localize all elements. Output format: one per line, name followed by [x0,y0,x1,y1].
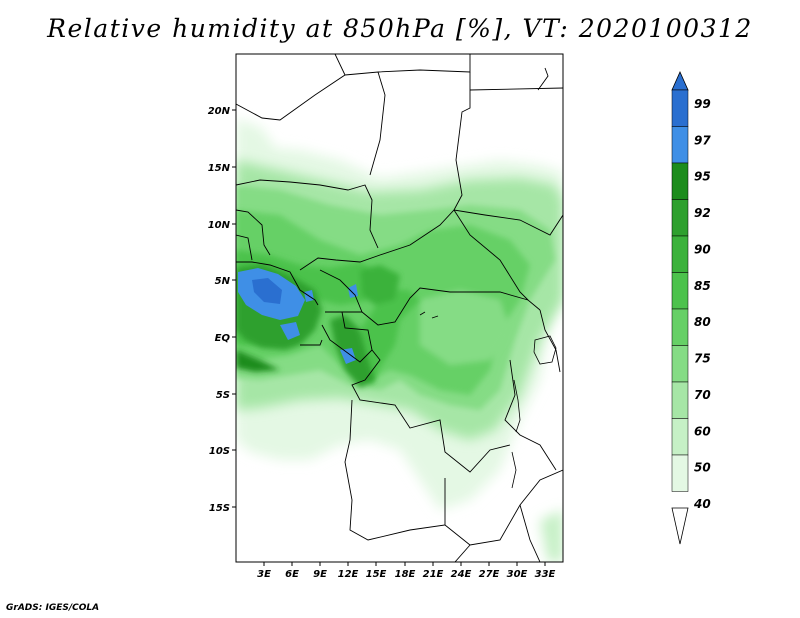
colorbar-label: 99 [694,97,711,111]
colorbar-label: 97 [694,133,711,147]
colorbar-segment [671,418,689,456]
colorbar-segment [671,308,689,346]
colorbar-label: 90 [694,242,711,256]
lat-label: EQ [215,333,231,344]
colorbar-label: 75 [694,352,711,366]
lakes [419,311,557,489]
colorbar-segment [671,162,689,200]
lon-label: 6E [285,569,299,580]
colorbar-segment [671,235,689,273]
lon-label: 18E [395,569,416,580]
colorbar-label: 50 [694,461,711,475]
colorbar-segment [671,381,689,419]
colorbar-segment [671,199,689,237]
lon-label: 27E [479,569,500,580]
colorbar-label: 60 [694,424,711,438]
longitude-axis: 3E 6E 9E 12E 15E 18E 21E 24E 27E 30E 33E [257,562,556,580]
credit-label: GrADS: IGES/COLA [6,603,100,613]
lon-label: 12E [338,569,359,580]
country-borders [236,54,563,562]
colorbar-label: 95 [694,170,711,184]
lon-label: 15E [366,569,387,580]
colorbar-label: 80 [694,315,711,329]
lat-label: 10N [208,220,231,231]
lat-label: 10S [209,446,230,457]
lon-label: 30E [507,569,528,580]
lon-label: 33E [535,569,556,580]
lat-label: 5N [215,276,231,287]
lon-label: 24E [451,569,472,580]
colorbar-label: 92 [694,206,711,220]
colorbar-segment [671,89,689,127]
lon-label: 21E [423,569,444,580]
lon-label: 3E [257,569,271,580]
colorbar-segment [671,126,689,164]
lat-label: 15N [208,163,231,174]
colorbar-label: 85 [694,279,711,293]
colorbar-top-arrow [671,71,689,91]
map-title: Relative humidity at 850hPa [%], VT: 202… [47,14,753,43]
humidity-field [236,54,563,562]
colorbar-segment [671,345,689,383]
map-frame [235,53,564,563]
colorbar-label: 40 [693,497,711,511]
lat-label: 15S [209,503,230,514]
lat-label: 20N [208,106,231,117]
lon-label: 9E [313,569,327,580]
latitude-axis: 20N 15N 10N 5N EQ 5S 10S 15S [208,106,236,514]
colorbar-segment [671,272,689,310]
colorbar-label: 70 [694,388,711,402]
colorbar-bottom-arrow [671,507,689,545]
colorbar: 99 97 95 92 90 85 80 75 70 60 50 40 [671,71,711,545]
colorbar-segment [671,454,689,492]
lat-label: 5S [216,390,230,401]
